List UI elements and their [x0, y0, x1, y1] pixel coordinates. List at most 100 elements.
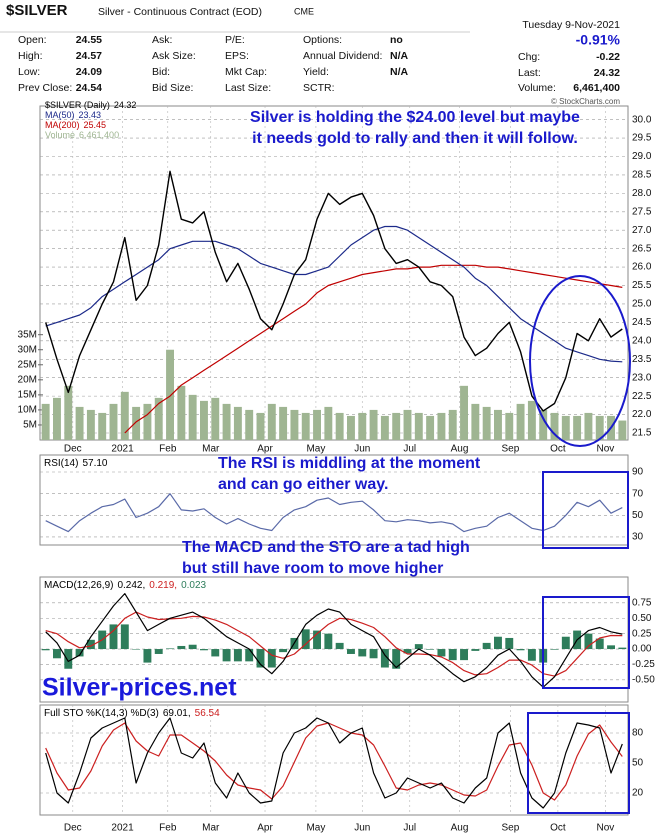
field-label: Yield:: [303, 66, 329, 78]
field-value: N/A: [390, 50, 409, 62]
bar: [539, 409, 548, 440]
y-tick-label: 29.5: [632, 133, 652, 144]
y-tick-label: -0.50: [632, 674, 655, 685]
bar: [132, 649, 141, 650]
bar: [482, 642, 491, 650]
bar: [41, 403, 50, 440]
bar: [550, 412, 559, 440]
highlights: [527, 275, 631, 814]
bar: [403, 649, 412, 654]
bar: [573, 415, 582, 440]
legend-value: 6,461,400: [79, 130, 119, 140]
legend-part: Full STO %K(14,3) %D(3): [44, 708, 159, 719]
y2-tick-label: 20M: [18, 374, 37, 385]
quote-value: -0.22: [596, 51, 620, 63]
x-tick-label: May: [306, 444, 325, 455]
bar: [595, 638, 604, 650]
bar: [448, 409, 457, 440]
bar: [369, 649, 378, 659]
bar: [177, 645, 186, 650]
bar: [607, 645, 615, 650]
bar: [132, 406, 141, 440]
description: Silver - Continuous Contract (EOD): [98, 6, 262, 18]
bar: [618, 647, 627, 650]
x-tick-label: Dec: [64, 823, 82, 834]
x-tick-label: Mar: [202, 823, 220, 834]
x-tick-label: Mar: [202, 444, 220, 455]
legend-part: 57.10: [82, 458, 107, 469]
bar: [75, 406, 84, 440]
y-tick-label: 30.0: [632, 114, 652, 125]
highlight-box: [542, 596, 630, 689]
panel: [39, 454, 629, 546]
bar: [471, 649, 480, 651]
y-tick-label: 24.0: [632, 335, 652, 346]
bar: [324, 406, 333, 440]
bar: [561, 415, 570, 440]
bar: [313, 630, 321, 650]
bar: [109, 403, 118, 440]
x-tick-label: Feb: [159, 444, 177, 455]
field-label: P/E:: [225, 34, 245, 46]
y-tick-label: 24.5: [632, 317, 652, 328]
bar: [86, 639, 95, 650]
bar: [505, 637, 514, 650]
field-label: High:: [18, 50, 43, 62]
bar: [448, 649, 457, 661]
legend-value: 23.43: [79, 110, 102, 120]
x-tick-label: 2021: [111, 823, 134, 834]
panel: [39, 576, 629, 703]
bar: [460, 385, 468, 440]
y-tick-label: 29.0: [632, 151, 652, 162]
legend-part: RSI(14): [44, 458, 78, 469]
bar: [64, 649, 73, 669]
field-label: Mkt Cap:: [225, 66, 267, 78]
bar: [98, 412, 107, 440]
bar: [516, 649, 525, 651]
bar: [53, 397, 61, 440]
bar: [233, 406, 242, 440]
line: [45, 722, 623, 801]
y2-tick-label: 5M: [23, 420, 37, 431]
legend-part: 69.01,: [163, 708, 191, 719]
y-tick-label: 26.0: [632, 262, 652, 273]
x-tick-label: Oct: [550, 823, 566, 834]
y-tick-label: 0.50: [632, 613, 652, 624]
watermark: Silver-prices.net: [42, 674, 237, 702]
legend-name: Volume: [45, 130, 75, 140]
bar: [211, 397, 220, 440]
legend: Full STO %K(14,3) %D(3) 69.01, 56.54: [44, 708, 220, 719]
quote-value: 24.32: [594, 67, 620, 79]
bar: [301, 629, 310, 650]
quote-value: 6,461,400: [573, 82, 620, 94]
bar: [437, 649, 446, 657]
bar: [335, 642, 344, 650]
bar: [53, 649, 61, 659]
bar: [290, 409, 299, 440]
bar: [403, 409, 412, 440]
bar: [143, 649, 152, 663]
line: [45, 717, 623, 809]
x-tick-label: Apr: [257, 444, 273, 455]
bar: [120, 624, 129, 650]
line: [45, 170, 623, 412]
legend-value: 25.45: [84, 120, 107, 130]
line: [45, 493, 623, 533]
y2-tick-label: 30M: [18, 344, 37, 355]
bar: [380, 415, 389, 440]
x-tick-label: Jun: [354, 444, 370, 455]
header: $SILVER Silver - Continuous Contract (EO…: [0, 2, 621, 106]
y-tick-label: 70: [632, 488, 644, 499]
y-tick-label: 30: [632, 532, 644, 543]
highlight-ellipse: [529, 275, 631, 447]
quote-label: Chg:: [518, 51, 540, 63]
field-value: 24.54: [76, 82, 102, 94]
y2-tick-label: 35M: [18, 329, 37, 340]
bar: [426, 415, 435, 440]
x-tick-label: Dec: [64, 444, 82, 455]
x-tick-label: Sep: [502, 444, 520, 455]
legend-value: 24.32: [114, 100, 137, 110]
bar: [166, 648, 174, 650]
bar: [584, 412, 593, 440]
x-tick-label: Jun: [354, 823, 370, 834]
